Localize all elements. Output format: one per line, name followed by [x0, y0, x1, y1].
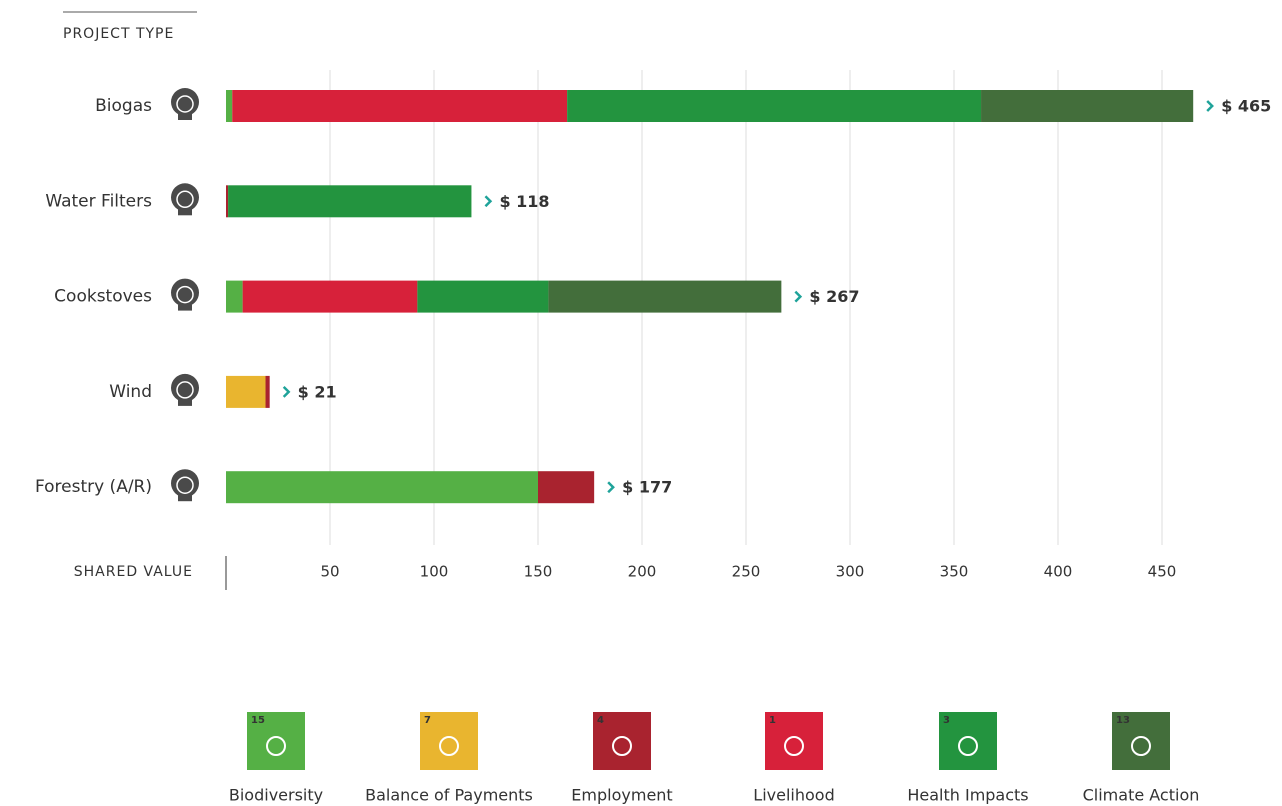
legend-icon-number: 1	[769, 715, 776, 726]
x-tick-label: 200	[628, 563, 657, 581]
legend-item: 3 Health Impacts	[907, 712, 1029, 805]
legend-label: Biodiversity	[229, 786, 323, 805]
category-icon	[171, 373, 199, 406]
y-tick-label: Water Filters	[45, 191, 152, 211]
x-tick-label: 100	[420, 563, 449, 581]
legend-swatch	[593, 712, 651, 770]
bar-segment	[242, 280, 418, 313]
x-axis-title: SHARED VALUE	[74, 564, 193, 580]
chevron	[1206, 100, 1214, 112]
chevron	[794, 290, 803, 303]
legend-swatch	[765, 712, 823, 770]
chevron	[282, 386, 291, 398]
icon-shape	[178, 304, 192, 311]
category-icon	[171, 278, 199, 311]
category-icon	[171, 183, 199, 216]
x-tick-label: 400	[1044, 563, 1073, 581]
icon-shape	[178, 399, 192, 406]
bar-segment	[981, 90, 1194, 122]
legend-icon-glyph	[784, 736, 804, 756]
legend-icon-glyph	[266, 736, 286, 756]
legend-label: Employment	[571, 786, 672, 805]
y-axis-title: PROJECT TYPE	[63, 26, 174, 42]
icon-shape	[178, 495, 192, 502]
bar-segment	[417, 280, 549, 313]
legend-item: 7 Balance of Payments	[365, 712, 533, 805]
x-tick-label: 150	[524, 563, 553, 581]
legend-icon-number: 4	[597, 715, 604, 726]
legend-swatch	[247, 712, 305, 770]
x-tick-label: 350	[940, 563, 969, 581]
bar-segment	[226, 90, 233, 122]
legend-icon-number: 15	[251, 715, 265, 726]
legend-label: Balance of Payments	[365, 786, 533, 805]
total-label: $ 177	[622, 478, 672, 497]
category-icon	[171, 88, 199, 120]
legend-item: 1 Livelihood	[753, 712, 835, 805]
y-tick-label: Biogas	[95, 96, 152, 116]
legend-icon-number: 3	[943, 715, 950, 726]
bar-segment	[226, 280, 243, 313]
bar-segment	[228, 185, 472, 218]
legend-item: 13 Climate Action	[1083, 712, 1200, 805]
legend-icon-glyph	[958, 736, 978, 756]
total-label: $ 465	[1221, 97, 1271, 116]
legend-icon-glyph	[612, 736, 632, 756]
icon-shape	[178, 209, 192, 216]
icon-shape	[176, 95, 194, 113]
bar-segment	[548, 280, 782, 313]
y-tick-label: Wind	[109, 382, 152, 402]
icon-shape	[176, 476, 194, 494]
y-tick-label: Cookstoves	[54, 287, 152, 307]
bar-segment	[226, 185, 229, 218]
bar-segment	[538, 471, 595, 504]
bar-segment	[226, 375, 266, 408]
icon-shape	[176, 285, 194, 304]
bar-segment	[232, 90, 568, 122]
x-tick-label: 250	[732, 563, 761, 581]
legend-icon-number: 7	[424, 715, 431, 726]
bar-segment	[226, 471, 538, 504]
chevron	[484, 195, 493, 208]
legend-item: 15 Biodiversity	[229, 712, 323, 805]
legend-icon-glyph	[1131, 736, 1151, 756]
legend-swatch	[939, 712, 997, 770]
y-tick-label: Forestry (A/R)	[35, 477, 152, 497]
bar-segment	[567, 90, 982, 122]
legend-swatch	[1112, 712, 1170, 770]
icon-shape	[176, 190, 194, 209]
legend-icon-number: 13	[1116, 715, 1130, 726]
icon-shape	[178, 114, 192, 120]
legend-label: Climate Action	[1083, 786, 1200, 805]
x-tick-label: 50	[320, 563, 339, 581]
bar-segment	[265, 375, 270, 408]
legend-label: Livelihood	[753, 786, 834, 805]
legend-label: Health Impacts	[907, 786, 1028, 805]
total-label: $ 21	[298, 382, 337, 401]
legend-item: 4 Employment	[571, 712, 673, 805]
x-tick-label: 300	[836, 563, 865, 581]
x-tick-label: 450	[1148, 563, 1177, 581]
category-icon	[171, 469, 199, 502]
legend-swatch	[420, 712, 478, 770]
chevron	[607, 481, 615, 494]
legend-icon-glyph	[439, 736, 459, 756]
total-label: $ 267	[809, 287, 859, 306]
total-label: $ 118	[499, 192, 549, 211]
icon-shape	[176, 381, 194, 399]
